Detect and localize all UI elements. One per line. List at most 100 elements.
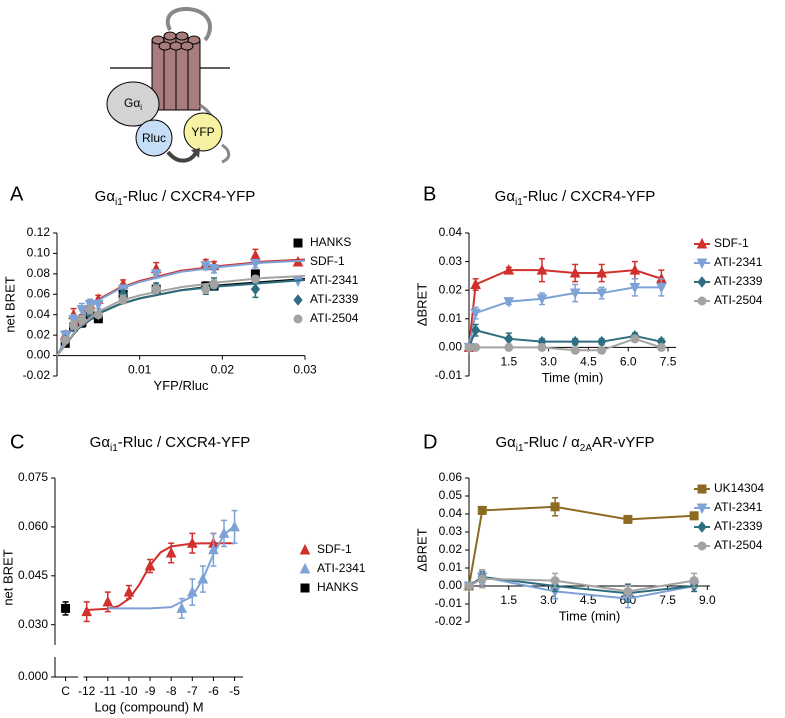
panel-letter: D xyxy=(423,431,437,453)
marker xyxy=(470,308,481,320)
title-part: -Rluc / CXCR4-YFP xyxy=(118,434,251,451)
yfp xyxy=(183,112,223,152)
marker xyxy=(197,572,209,584)
title-part: Gα xyxy=(495,434,516,451)
legend-label: ATI-2341 xyxy=(714,255,763,269)
y-tick-label: -0.02 xyxy=(435,614,463,628)
tail xyxy=(221,143,231,164)
marker xyxy=(504,342,514,352)
helix-top xyxy=(158,41,172,51)
title-part: Gα xyxy=(495,188,516,205)
legend-label: ATI-2504 xyxy=(714,538,763,552)
x-tick-label: 7.5 xyxy=(660,355,677,369)
legend-label: SDF-1 xyxy=(317,542,352,556)
marker xyxy=(208,264,220,275)
panel-letter: B xyxy=(423,183,436,205)
y-tick-label: 0.000 xyxy=(18,669,48,683)
marker xyxy=(201,284,211,294)
marker xyxy=(186,537,198,548)
marker xyxy=(76,305,88,316)
marker xyxy=(470,278,481,289)
marker xyxy=(550,502,560,512)
receptor xyxy=(151,31,201,111)
chart-panel: C Gαi1-Rluc / CXCR4-YFP 0.000 0.030 0.045 0.0… xyxy=(0,431,365,714)
marker xyxy=(503,264,515,275)
marker xyxy=(60,335,70,345)
marker xyxy=(696,237,708,249)
x-tick-label: -8 xyxy=(166,684,177,698)
x-tick-label: 4.5 xyxy=(580,593,597,607)
marker xyxy=(150,269,162,280)
x-tick-label: -6 xyxy=(208,684,219,698)
y-tick-label: 0.01 xyxy=(439,311,463,325)
title-part: 2A xyxy=(580,443,593,454)
marker xyxy=(123,585,135,597)
title-part: i1 xyxy=(516,443,524,454)
series-line xyxy=(468,505,695,587)
y-tick-label: 0.04 xyxy=(27,307,51,321)
marker xyxy=(470,324,481,337)
marker xyxy=(165,546,177,558)
marker xyxy=(118,294,128,304)
marker xyxy=(570,345,580,355)
x-tick-label: 3.0 xyxy=(540,355,557,369)
panel-letter: C xyxy=(10,431,24,453)
marker xyxy=(503,297,515,308)
x-tick-label: 3.0 xyxy=(540,593,557,607)
marker xyxy=(85,305,95,315)
chart-panel: D Gαi1-Rluc / α2AAR-vYFP -0.02 -0.01 0.00 0.0… xyxy=(414,431,764,628)
marker xyxy=(144,559,156,571)
marker xyxy=(293,294,303,306)
title-part: Gα xyxy=(95,188,116,205)
arrow-head xyxy=(191,148,200,158)
x-tick-label: 1.5 xyxy=(500,355,517,369)
y-tick-label: 0.00 xyxy=(439,578,463,592)
legend-label: ATI-2339 xyxy=(310,292,359,306)
x-tick-label: 6.0 xyxy=(620,355,637,369)
yfp-label: YFP xyxy=(191,125,214,139)
panel-letter: A xyxy=(10,183,24,205)
marker xyxy=(629,282,641,294)
marker xyxy=(151,284,161,294)
rluc-label: Rluc xyxy=(142,131,166,145)
chart-title: Gαi1-Rluc / CXCR4-YFP xyxy=(95,188,256,208)
marker xyxy=(471,342,481,352)
legend-label: SDF-1 xyxy=(714,236,749,250)
marker xyxy=(697,276,707,288)
marker xyxy=(250,249,261,260)
y-tick-label: 0.00 xyxy=(27,348,51,362)
x-tick-label: 1.5 xyxy=(500,593,517,607)
receptor-loop xyxy=(165,7,212,42)
title-part: i1 xyxy=(110,443,118,454)
y-tick-label: 0.08 xyxy=(27,266,51,280)
y-tick-label: -0.01 xyxy=(435,368,463,382)
y-tick-label: 0.05 xyxy=(439,488,463,502)
series-line xyxy=(468,329,662,348)
x-tick-label: 9.0 xyxy=(699,593,716,607)
marker xyxy=(186,585,198,597)
marker xyxy=(229,520,240,532)
y-tick-label: 0.01 xyxy=(439,560,463,574)
marker xyxy=(656,342,666,352)
marker xyxy=(537,342,547,352)
legend-label: ATI-2341 xyxy=(714,500,763,514)
marker xyxy=(656,282,667,294)
x-axis-label: Time (min) xyxy=(559,608,621,623)
y-tick-label: 0.03 xyxy=(439,524,463,538)
x-tick-label: -5 xyxy=(229,684,240,698)
title-part: -Rluc / CXCR4-YFP xyxy=(123,188,256,205)
helix xyxy=(187,39,201,111)
marker xyxy=(299,543,311,555)
y-tick-label: 0.03 xyxy=(439,254,463,268)
x-tick-label: -9 xyxy=(145,684,156,698)
x-axis-label: Log (compound) M xyxy=(94,699,203,714)
y-axis-label: ΔBRET xyxy=(414,528,429,571)
legend-label: ATI-2339 xyxy=(714,274,763,288)
marker xyxy=(69,320,79,330)
series-line xyxy=(469,337,662,352)
title-part: AR-vYFP xyxy=(592,434,655,451)
marker xyxy=(696,503,708,515)
marker xyxy=(300,583,310,593)
marker xyxy=(697,296,707,306)
helix-top xyxy=(163,31,177,41)
